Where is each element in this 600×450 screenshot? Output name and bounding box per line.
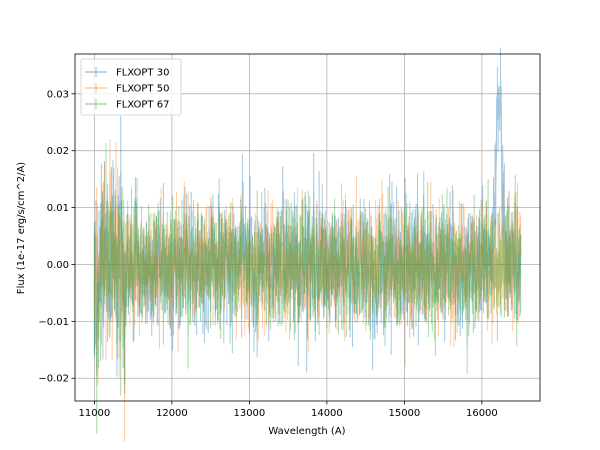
series-layer (93, 47, 522, 442)
series-2-errorbars (93, 139, 522, 442)
x-axis-label: Wavelength (A) (268, 426, 345, 437)
legend-label: FLXOPT 50 (116, 84, 169, 95)
series-3-line (93, 205, 522, 386)
series-3-errorbars (93, 143, 522, 434)
y-tick-label: 0.02 (47, 146, 69, 157)
x-tick-label: 11000 (78, 408, 110, 419)
series-1-line (93, 81, 522, 340)
x-tick-label: 16000 (466, 408, 498, 419)
series-1 (93, 47, 522, 394)
y-axis-label: Flux (1e-17 erg/s/cm^2/A) (16, 162, 27, 294)
legend-label: FLXOPT 30 (116, 68, 169, 79)
legend-box (80, 58, 182, 116)
legend-label: FLXOPT 67 (116, 100, 169, 111)
x-tick-label: 15000 (388, 408, 420, 419)
legend-item: FLXOPT 67 (85, 99, 169, 111)
x-tick-label: 13000 (233, 408, 265, 419)
y-tick-label: −0.01 (38, 317, 69, 328)
series-2-line (93, 184, 522, 400)
y-tick-label: 0.03 (47, 89, 69, 100)
series-1-errorbars (93, 47, 522, 394)
x-tick-label: 14000 (311, 408, 343, 419)
plot-frame (74, 53, 541, 402)
series-2 (93, 139, 522, 442)
legend-item: FLXOPT 30 (85, 67, 169, 79)
legend: FLXOPT 30 FLXOPT 50 FLXOPT 67 (80, 58, 182, 116)
series-3 (93, 143, 522, 434)
y-tick-label: −0.02 (38, 374, 69, 385)
ticks-layer: 11000 12000 13000 14000 15000 16000 −0.02 −0.01… (38, 89, 497, 419)
x-tick-label: 12000 (156, 408, 188, 419)
y-tick-label: 0.00 (47, 260, 69, 271)
y-tick-label: 0.01 (47, 203, 69, 214)
legend-item: FLXOPT 50 (85, 83, 169, 95)
